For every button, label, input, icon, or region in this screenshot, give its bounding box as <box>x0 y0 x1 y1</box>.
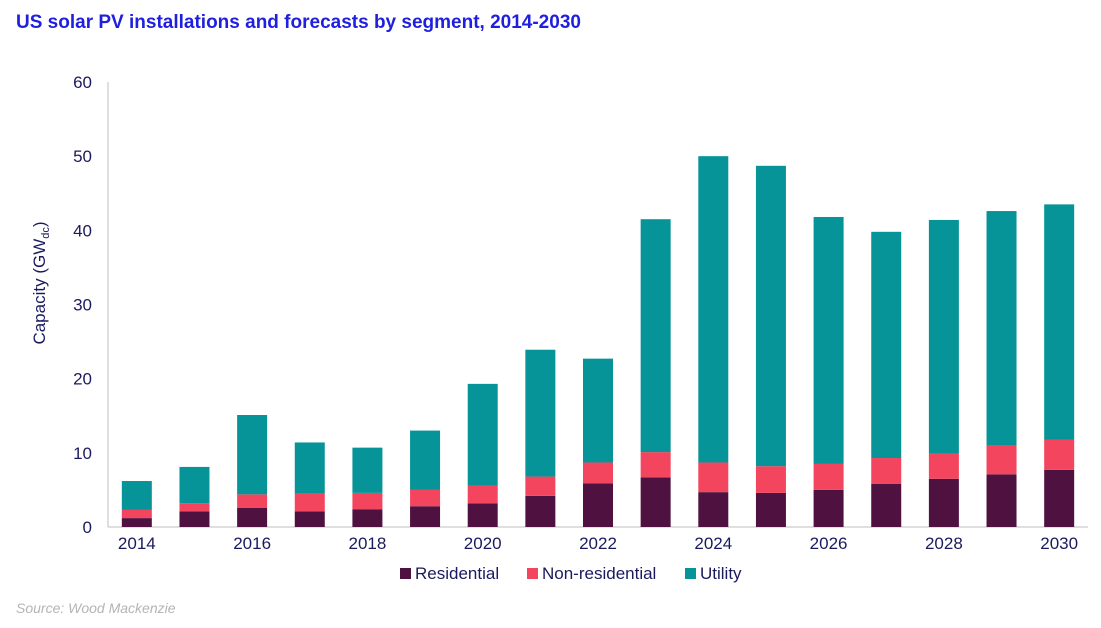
legend-swatch <box>400 568 411 579</box>
bar-segment-non-residential-2015 <box>179 503 210 512</box>
bar-segment-residential-2021 <box>525 495 556 527</box>
bar-segment-utility-2015 <box>179 466 210 504</box>
bar-segment-non-residential-2029 <box>986 445 1017 475</box>
bar-segment-utility-2023 <box>640 219 671 453</box>
x-tick-label: 2020 <box>464 534 502 553</box>
bar-segment-residential-2020 <box>467 503 498 527</box>
bar-segment-non-residential-2030 <box>1044 439 1075 470</box>
y-tick-labels: 0 10 20 30 40 50 60 <box>73 73 92 537</box>
bar-segment-residential-2026 <box>813 489 844 527</box>
bar-segment-non-residential-2018 <box>352 492 383 510</box>
bar-segment-utility-2017 <box>294 442 325 494</box>
bar-segment-utility-2025 <box>755 165 786 467</box>
legend-swatch <box>685 568 696 579</box>
chart-title: US solar PV installations and forecasts … <box>16 12 581 33</box>
bar-segment-utility-2029 <box>986 211 1017 446</box>
bar-segment-utility-2016 <box>237 415 268 495</box>
bar-segment-utility-2027 <box>871 231 902 459</box>
bar-segment-utility-2022 <box>583 358 613 463</box>
bar-segment-residential-2027 <box>871 483 902 527</box>
bar-segment-non-residential-2014 <box>121 509 152 519</box>
legend-label: Non-residential <box>542 564 656 583</box>
legend-label: Utility <box>700 564 742 583</box>
y-tick-label: 50 <box>73 147 92 166</box>
x-tick-label: 2028 <box>925 534 963 553</box>
x-tick-label: 2016 <box>233 534 271 553</box>
y-tick-label: 30 <box>73 296 92 315</box>
bar-segment-utility-2028 <box>928 219 959 454</box>
y-tick-label: 0 <box>83 518 92 537</box>
bar-segment-residential-2015 <box>179 511 210 527</box>
bar-segment-non-residential-2017 <box>294 493 325 512</box>
bar-segment-residential-2016 <box>237 507 268 527</box>
x-tick-label: 2022 <box>579 534 617 553</box>
x-tick-label: 2026 <box>810 534 848 553</box>
bar-segment-residential-2023 <box>640 477 671 527</box>
legend-swatch <box>527 568 538 579</box>
bar-segment-non-residential-2023 <box>640 452 671 478</box>
bar-segment-residential-2022 <box>583 483 613 527</box>
bars <box>121 156 1075 527</box>
bar-segment-utility-2020 <box>467 383 498 486</box>
x-tick-label: 2024 <box>694 534 732 553</box>
y-tick-label: 20 <box>73 370 92 389</box>
bar-segment-utility-2014 <box>121 481 152 510</box>
bar-segment-residential-2017 <box>294 511 325 527</box>
legend-label: Residential <box>415 564 499 583</box>
y-tick-label: 60 <box>73 73 92 92</box>
bar-segment-utility-2021 <box>525 349 556 477</box>
x-tick-label: 2018 <box>348 534 386 553</box>
bar-segment-residential-2030 <box>1044 469 1075 527</box>
legend: Residential Non-residential Utility <box>400 564 742 583</box>
x-tick-label: 2014 <box>118 534 156 553</box>
bar-segment-residential-2018 <box>352 509 383 527</box>
bar-segment-non-residential-2021 <box>525 476 556 496</box>
bar-segment-non-residential-2027 <box>871 458 902 484</box>
bar-segment-residential-2019 <box>410 506 441 527</box>
bar-segment-residential-2024 <box>698 492 729 527</box>
bar-segment-non-residential-2020 <box>467 485 498 504</box>
bar-segment-residential-2028 <box>928 478 959 527</box>
bar-segment-utility-2026 <box>813 216 844 464</box>
bar-segment-utility-2018 <box>352 447 383 493</box>
bar-segment-utility-2030 <box>1044 204 1075 440</box>
y-tick-label: 10 <box>73 444 92 463</box>
bar-segment-residential-2025 <box>755 492 786 527</box>
y-tick-label: 40 <box>73 221 92 240</box>
bar-segment-non-residential-2019 <box>410 489 441 507</box>
bar-segment-non-residential-2024 <box>698 462 729 493</box>
bar-segment-non-residential-2026 <box>813 463 844 490</box>
bar-segment-non-residential-2028 <box>928 453 959 479</box>
bar-segment-residential-2029 <box>986 474 1017 527</box>
x-tick-label: 2030 <box>1040 534 1078 553</box>
source-note: Source: Wood Mackenzie <box>16 600 176 616</box>
bar-segment-residential-2014 <box>121 518 152 527</box>
bar-segment-non-residential-2016 <box>237 494 268 508</box>
bar-segment-non-residential-2022 <box>583 462 613 484</box>
bar-segment-utility-2019 <box>410 430 441 490</box>
x-tick-labels: 2014 2016 2018 2020 2022 2024 2026 2028 2030 <box>118 534 1078 553</box>
bar-segment-non-residential-2025 <box>755 466 786 493</box>
bar-segment-utility-2024 <box>698 156 729 463</box>
y-axis-label: Capacity (GWdc) <box>30 221 52 344</box>
